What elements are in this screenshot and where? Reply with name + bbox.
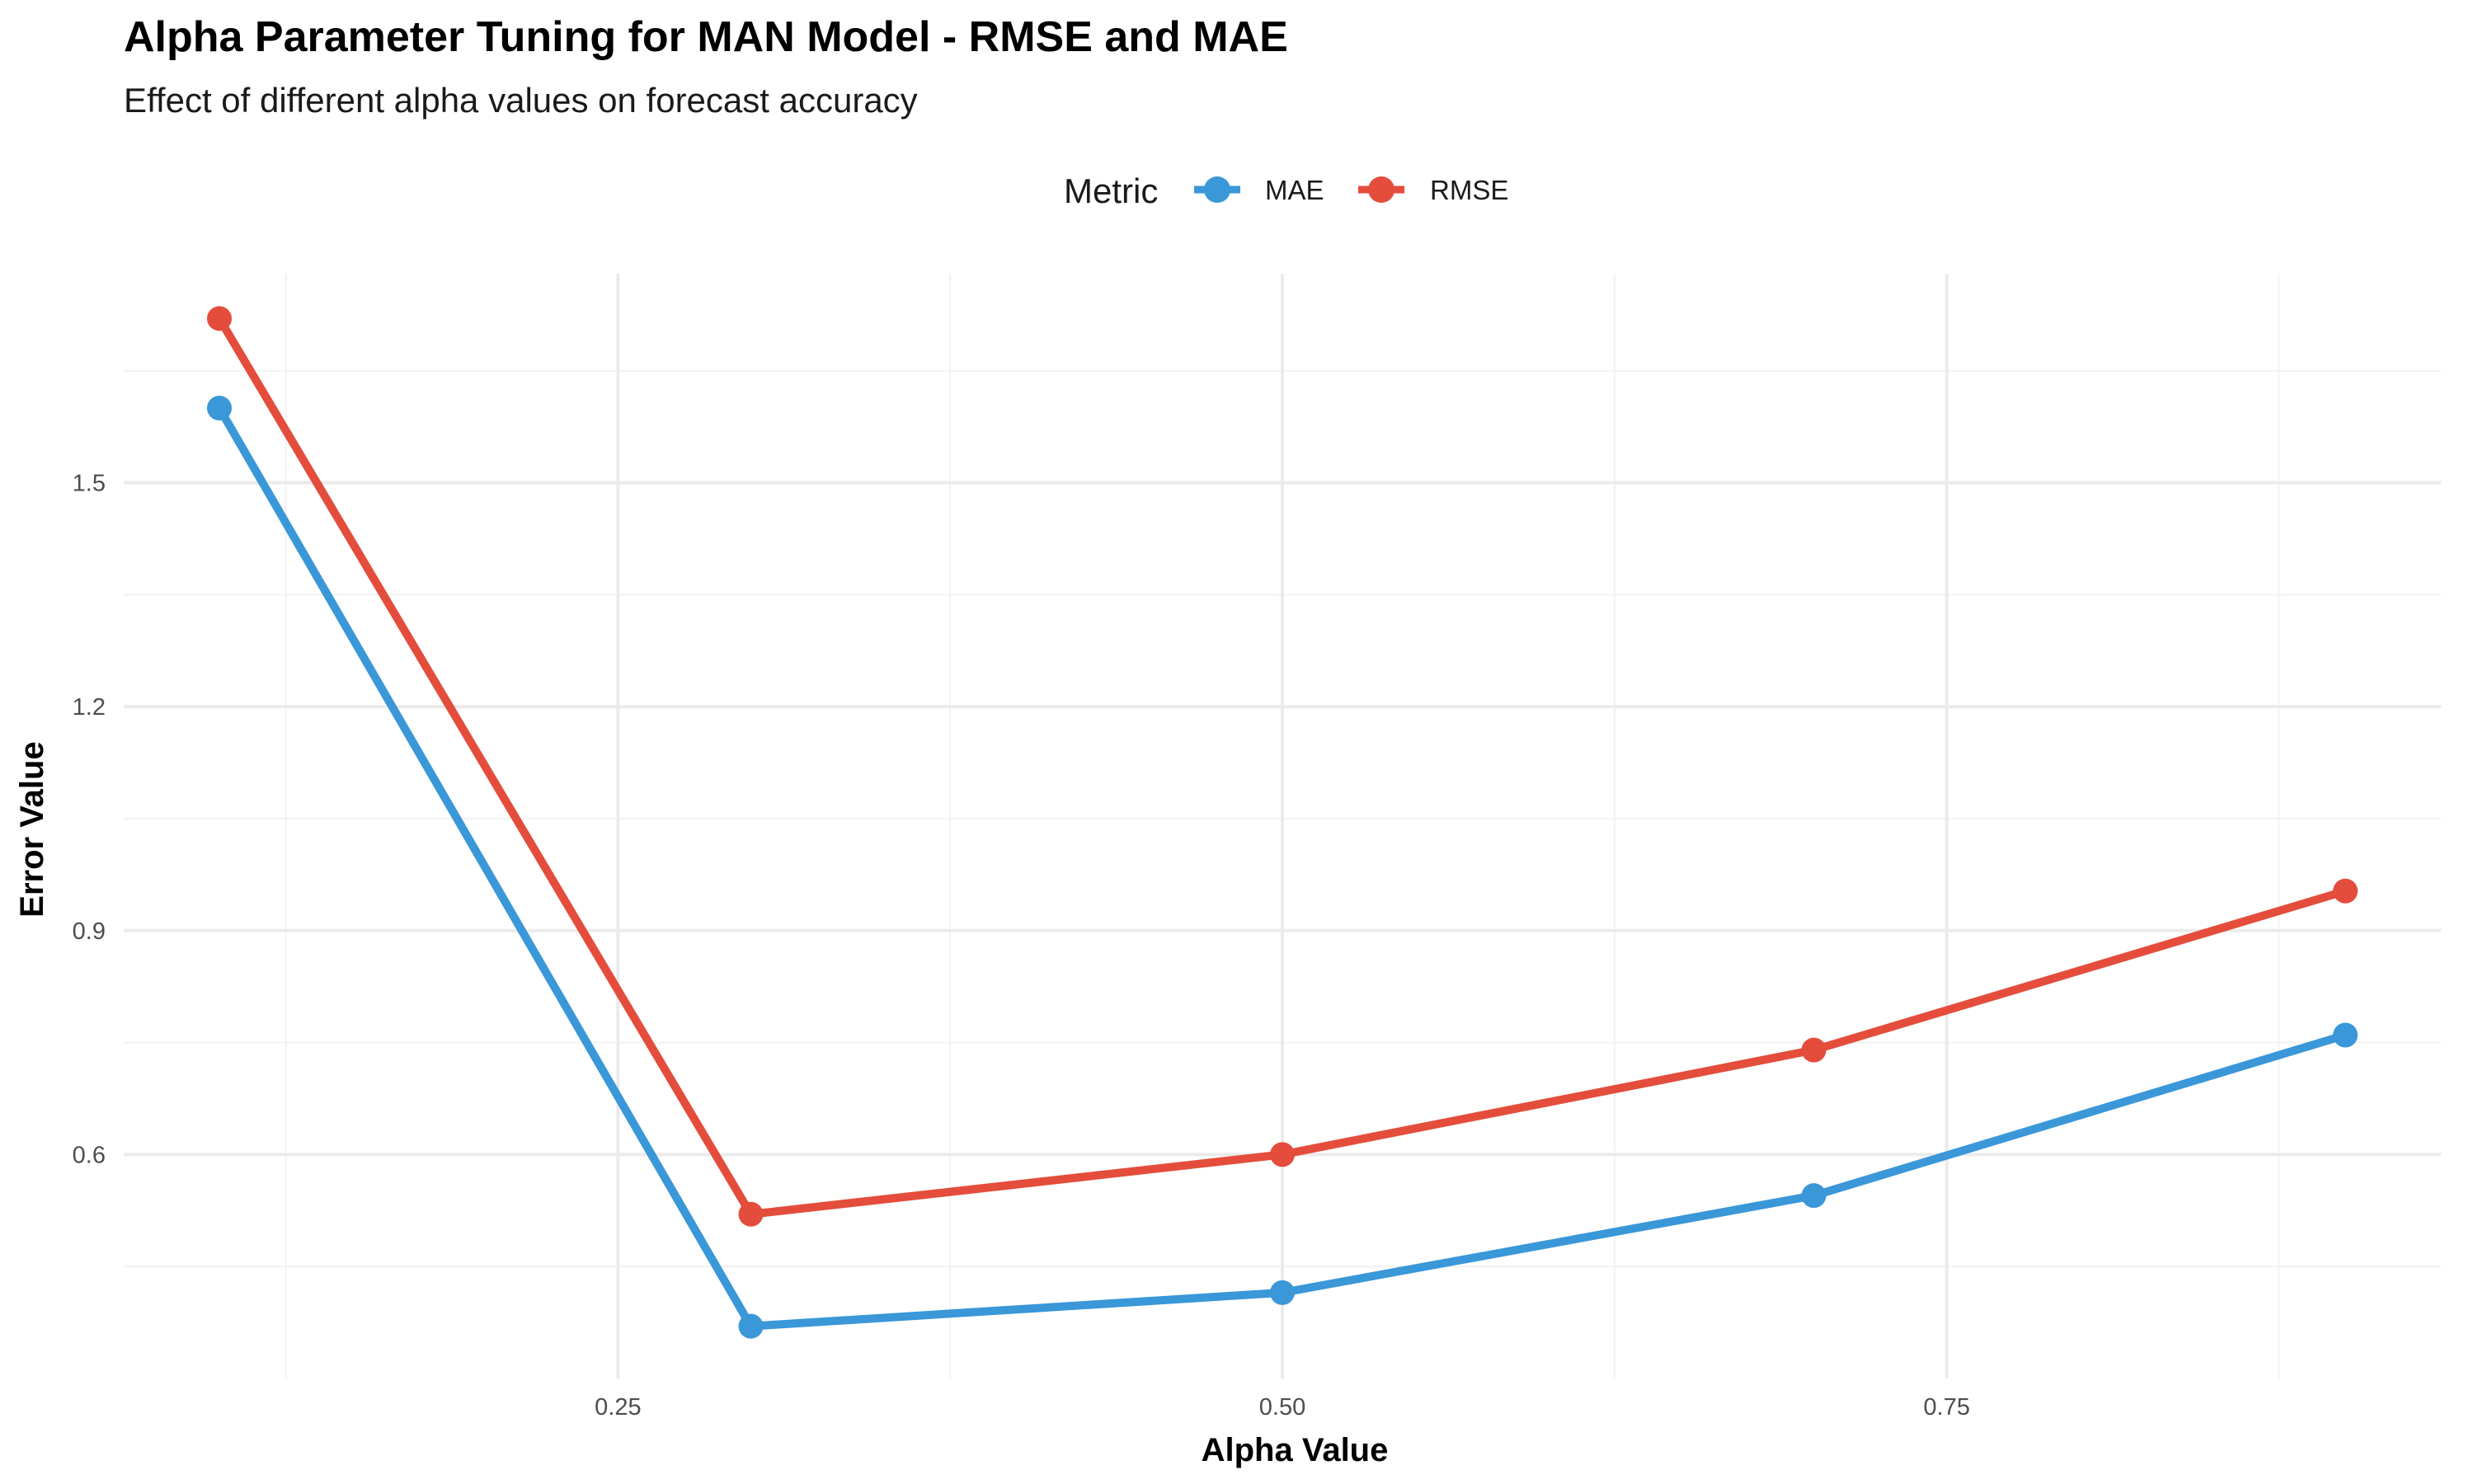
legend-key-point-rmse (1368, 176, 1395, 203)
data-point-rmse (2332, 878, 2358, 904)
data-point-mae (2332, 1022, 2358, 1048)
legend-label-mae: MAE (1265, 175, 1324, 205)
legend-item-mae: MAE (1194, 175, 1324, 205)
data-point-mae (738, 1313, 764, 1339)
x-axis-ticks: 0.25 0.50 0.75 (595, 1394, 1970, 1421)
gridlines (124, 274, 2441, 1378)
series-rmse (207, 306, 2358, 1227)
data-point-mae (1801, 1183, 1827, 1209)
y-tick-label: 0.9 (73, 918, 106, 945)
data-point-rmse (738, 1201, 764, 1227)
y-tick-label: 0.6 (73, 1142, 106, 1168)
y-axis-title: Error Value (14, 741, 50, 917)
legend-title: Metric (1064, 171, 1158, 210)
y-axis-ticks: 0.6 0.9 1.2 1.5 (73, 471, 106, 1169)
x-tick-label: 0.75 (1923, 1394, 1969, 1421)
legend-key-point-mae (1204, 176, 1230, 203)
x-axis-title: Alpha Value (1202, 1432, 1389, 1468)
data-point-mae (207, 395, 233, 420)
chart-title: Alpha Parameter Tuning for MAN Model - R… (124, 13, 1288, 61)
y-tick-label: 1.2 (73, 694, 106, 721)
x-tick-label: 0.25 (595, 1394, 641, 1421)
data-point-rmse (207, 306, 233, 331)
series-mae (207, 395, 2358, 1339)
chart-subtitle: Effect of different alpha values on fore… (124, 81, 918, 120)
legend-item-rmse: RMSE (1358, 175, 1508, 205)
data-point-mae (1270, 1280, 1295, 1305)
data-point-rmse (1270, 1142, 1295, 1167)
series-layer (207, 306, 2358, 1339)
legend: Metric MAE RMSE (1064, 171, 1508, 210)
y-tick-label: 1.5 (73, 471, 106, 497)
legend-label-rmse: RMSE (1430, 175, 1508, 205)
x-tick-label: 0.50 (1259, 1394, 1305, 1421)
data-point-rmse (1801, 1037, 1827, 1063)
